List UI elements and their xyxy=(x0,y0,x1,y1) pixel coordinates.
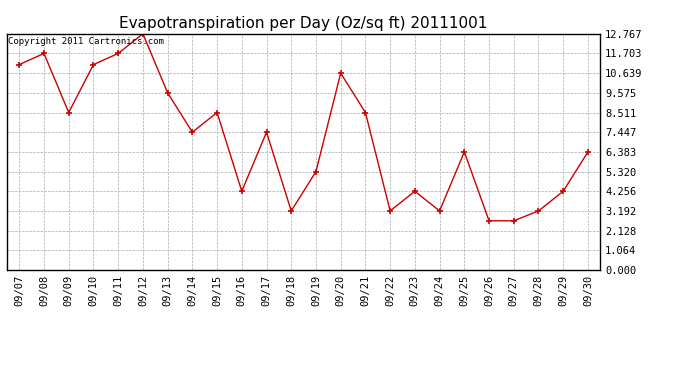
Text: Copyright 2011 Cartronics.com: Copyright 2011 Cartronics.com xyxy=(8,37,164,46)
Title: Evapotranspiration per Day (Oz/sq ft) 20111001: Evapotranspiration per Day (Oz/sq ft) 20… xyxy=(119,16,488,31)
